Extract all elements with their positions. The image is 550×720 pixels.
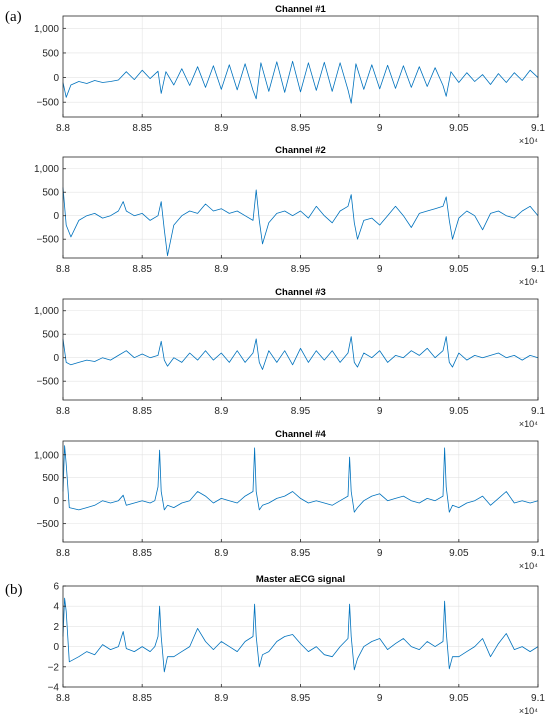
y-tick-label: −4 [48,683,60,694]
y-tick-label: 1,000 [34,450,59,461]
x-exponent-label: ×10⁴ [519,419,538,429]
x-tick-label: 8.9 [214,548,228,559]
x-tick-label: 9.1 [531,548,545,559]
y-tick-label: −500 [36,235,59,246]
y-tick-label: −500 [36,519,59,530]
x-tick-label: 8.95 [291,264,311,275]
x-tick-label: 8.8 [56,123,70,134]
y-tick-label: 1,000 [34,306,59,317]
x-tick-label: 8.95 [291,693,311,704]
x-tick-label: 9.1 [531,693,545,704]
panel-label-b: (b) [5,582,23,598]
x-tick-label: 8.95 [291,123,311,134]
x-tick-label: 9 [377,123,383,134]
chart-title: Master aECG signal [256,574,345,585]
y-tick-label: 500 [42,48,59,59]
x-exponent-label: ×10⁴ [519,561,538,571]
x-tick-label: 9 [377,548,383,559]
x-tick-label: 8.85 [132,264,152,275]
x-tick-label: 8.95 [291,548,311,559]
x-tick-label: 8.9 [214,693,228,704]
x-tick-label: 8.95 [291,406,311,417]
x-tick-label: 9.05 [449,264,469,275]
x-tick-label: 9.05 [449,123,469,134]
chart-title: Channel #1 [275,4,326,15]
x-tick-label: 9.05 [449,548,469,559]
signal-line [62,445,539,513]
signal-line [62,60,539,104]
y-tick-label: 2 [53,622,59,633]
y-tick-label: 6 [53,582,59,593]
chart-panel-1: 8.8 8.85 8.9 8.95 9 9.05 9.1 −500 0 500 1,000 ×10⁴ C… [34,4,545,146]
x-tick-label: 8.8 [56,693,70,704]
signal-line [62,597,539,673]
y-tick-label: 4 [53,602,59,613]
chart-panel-5: 8.8 8.85 8.9 8.95 9 9.05 9.1 −4 −2 0 2 4 6 ×10⁴ Master… [48,574,546,716]
x-exponent-label: ×10⁴ [519,706,538,716]
y-tick-label: −2 [48,662,60,673]
y-tick-label: 500 [42,473,59,484]
x-tick-label: 9 [377,693,383,704]
x-tick-label: 8.9 [214,264,228,275]
y-tick-label: 1,000 [34,164,59,175]
x-tick-label: 8.8 [56,548,70,559]
x-tick-label: 8.85 [132,693,152,704]
x-tick-label: 9.05 [449,693,469,704]
chart-panel-2: 8.8 8.85 8.9 8.95 9 9.05 9.1 −500 0 500 1,000 ×10⁴ C… [34,145,545,287]
y-tick-label: 500 [42,330,59,341]
chart-title: Channel #3 [275,287,326,298]
chart-panel-4: 8.8 8.85 8.9 8.95 9 9.05 9.1 −500 0 500 1,000 ×10⁴ C… [34,429,545,571]
signal-line [62,187,539,257]
y-tick-label: 0 [53,211,59,222]
x-exponent-label: ×10⁴ [519,136,538,146]
x-tick-label: 9.05 [449,406,469,417]
x-tick-label: 9 [377,406,383,417]
panel-label-a: (a) [5,9,22,25]
chart-title: Channel #4 [275,429,326,440]
x-exponent-label: ×10⁴ [519,277,538,287]
y-tick-label: −500 [36,98,59,109]
y-tick-label: 0 [53,73,59,84]
x-tick-label: 9.1 [531,264,545,275]
x-tick-label: 9 [377,264,383,275]
chart-title: Channel #2 [275,145,326,156]
x-tick-label: 8.85 [132,123,152,134]
chart-panel-3: 8.8 8.85 8.9 8.95 9 9.05 9.1 −500 0 500 1,000 ×10⁴ C… [34,287,545,429]
x-tick-label: 8.9 [214,406,228,417]
x-tick-label: 8.8 [56,264,70,275]
y-tick-label: 1,000 [34,24,59,35]
x-tick-label: 8.85 [132,548,152,559]
y-tick-label: 0 [53,642,59,653]
y-tick-label: 0 [53,353,59,364]
y-tick-label: 0 [53,496,59,507]
y-tick-label: −500 [36,377,59,388]
x-tick-label: 8.85 [132,406,152,417]
x-tick-label: 9.1 [531,406,545,417]
x-tick-label: 9.1 [531,123,545,134]
y-tick-label: 500 [42,188,59,199]
signal-line [62,336,539,370]
x-tick-label: 8.8 [56,406,70,417]
x-tick-label: 8.9 [214,123,228,134]
